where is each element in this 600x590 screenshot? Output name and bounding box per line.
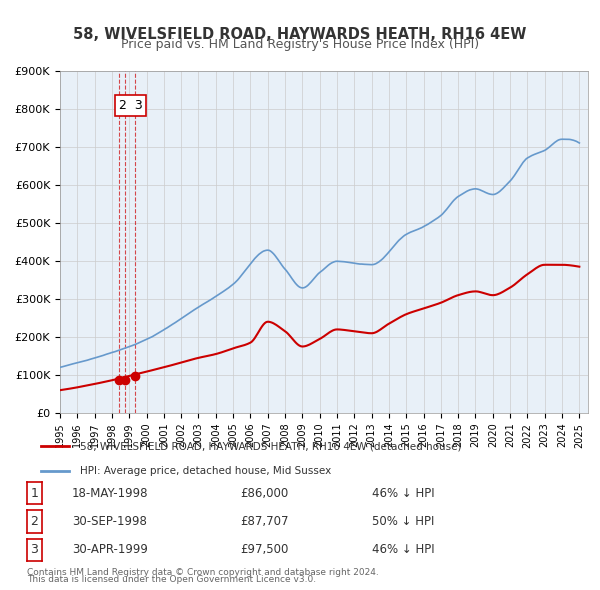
- Text: 3: 3: [31, 543, 38, 556]
- Text: This data is licensed under the Open Government Licence v3.0.: This data is licensed under the Open Gov…: [27, 575, 316, 584]
- Text: 2: 2: [31, 515, 38, 528]
- Text: 30-APR-1999: 30-APR-1999: [72, 543, 148, 556]
- Text: 2  3: 2 3: [119, 99, 142, 112]
- Text: £86,000: £86,000: [240, 487, 288, 500]
- Text: 58, WIVELSFIELD ROAD, HAYWARDS HEATH, RH16 4EW (detached house): 58, WIVELSFIELD ROAD, HAYWARDS HEATH, RH…: [80, 441, 461, 451]
- Text: Contains HM Land Registry data © Crown copyright and database right 2024.: Contains HM Land Registry data © Crown c…: [27, 568, 379, 577]
- Text: 46% ↓ HPI: 46% ↓ HPI: [372, 543, 434, 556]
- Text: £87,707: £87,707: [240, 515, 289, 528]
- Text: 58, WIVELSFIELD ROAD, HAYWARDS HEATH, RH16 4EW: 58, WIVELSFIELD ROAD, HAYWARDS HEATH, RH…: [73, 27, 527, 41]
- Text: 18-MAY-1998: 18-MAY-1998: [72, 487, 149, 500]
- Text: 50% ↓ HPI: 50% ↓ HPI: [372, 515, 434, 528]
- Text: 30-SEP-1998: 30-SEP-1998: [72, 515, 147, 528]
- Text: 1: 1: [31, 487, 38, 500]
- Text: 46% ↓ HPI: 46% ↓ HPI: [372, 487, 434, 500]
- Text: HPI: Average price, detached house, Mid Sussex: HPI: Average price, detached house, Mid …: [80, 466, 331, 476]
- Text: Price paid vs. HM Land Registry's House Price Index (HPI): Price paid vs. HM Land Registry's House …: [121, 38, 479, 51]
- Text: £97,500: £97,500: [240, 543, 289, 556]
